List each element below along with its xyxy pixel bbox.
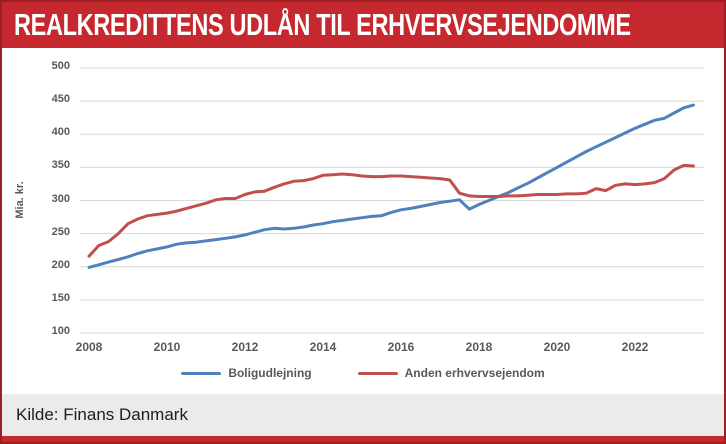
x-tick-label: 2016 xyxy=(387,340,415,354)
source-text: Kilde: Finans Danmark xyxy=(16,405,188,424)
y-tick-label: 500 xyxy=(51,60,70,72)
x-tick-label: 2020 xyxy=(543,340,571,354)
y-tick-label: 150 xyxy=(51,291,70,304)
legend-label-boligudlejning: Boligudlejning xyxy=(228,366,312,380)
y-tick-label: 450 xyxy=(51,93,70,106)
legend-line-swatch-red xyxy=(357,371,398,375)
y-tick-label: 100 xyxy=(51,325,70,337)
legend-item-anden-erhvervsejendom: Anden erhvervsejendom xyxy=(357,366,545,380)
source-band: Kilde: Finans Danmark xyxy=(2,394,724,436)
x-tick-label: 2008 xyxy=(75,340,103,354)
y-tick-label: 350 xyxy=(51,159,70,172)
x-tick-label: 2010 xyxy=(153,340,181,354)
chart-area: Mia. kr. 500 450 400 350 300 250 200 150 100 200… xyxy=(2,48,724,394)
series-line-anden-erhvervsejendom xyxy=(87,163,695,258)
x-tick-label: 2014 xyxy=(309,340,337,354)
y-tick-label: 400 xyxy=(51,126,70,139)
line-chart-plot xyxy=(80,67,704,334)
legend-item-boligudlejning: Boligudlejning xyxy=(181,366,312,380)
y-tick-label: 250 xyxy=(51,225,70,238)
legend-line-swatch-blue xyxy=(181,371,222,375)
series-line-boligudlejning xyxy=(87,103,695,269)
legend-label-anden-erhvervsejendom: Anden erhvervsejendom xyxy=(404,366,545,380)
x-tick-label: 2022 xyxy=(621,340,649,354)
chart-title: REALKREDITTENS UDLÅN TIL ERHVERVSEJENDOM… xyxy=(14,7,631,42)
x-tick-label: 2018 xyxy=(465,340,493,354)
y-tick-label: 300 xyxy=(51,192,70,205)
chart-legend: Boligudlejning Anden erhvervsejendom xyxy=(2,366,724,380)
bottom-red-strip xyxy=(2,436,724,442)
chart-title-banner: REALKREDITTENS UDLÅN TIL ERHVERVSEJENDOM… xyxy=(2,2,724,48)
y-tick-label: 200 xyxy=(51,258,70,271)
x-tick-label: 2012 xyxy=(231,340,259,354)
